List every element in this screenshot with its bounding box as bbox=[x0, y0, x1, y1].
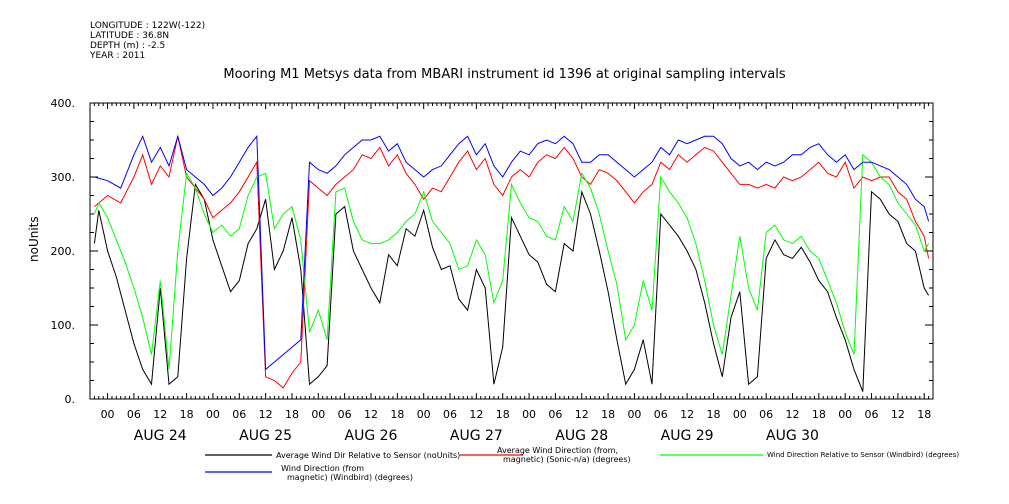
x-tick-label: 06 bbox=[338, 408, 352, 421]
day-label: AUG 28 bbox=[555, 428, 608, 444]
y-tick-label: 200. bbox=[51, 245, 76, 258]
x-tick-label: 18 bbox=[917, 408, 931, 421]
y-tick-label: 100. bbox=[51, 319, 76, 332]
station-metadata: LONGITUDE : 122W(-122) LATITUDE : 36.8N … bbox=[90, 21, 205, 61]
metadata-longitude: LONGITUDE : 122W(-122) bbox=[90, 21, 206, 31]
legend-label-1: Average Wind Dir Relative to Sensor (noU… bbox=[276, 451, 460, 460]
x-tick-label: 18 bbox=[180, 408, 194, 421]
x-tick-label: 06 bbox=[654, 408, 668, 421]
series-lines bbox=[93, 134, 930, 392]
y-tick-label: 400. bbox=[51, 97, 76, 110]
x-tick-label: 12 bbox=[259, 408, 273, 421]
day-label: AUG 30 bbox=[766, 428, 819, 444]
x-tick-label: 12 bbox=[575, 408, 589, 421]
legend-label-3: Wind Direction Relative to Sensor (Windb… bbox=[767, 451, 959, 459]
day-label: AUG 24 bbox=[134, 428, 187, 444]
axis-labels: 0. 100. 200. 300. 400. 00 06 12 18 00 06 12 18 00 06 12… bbox=[51, 97, 932, 444]
chart-title: Mooring M1 Metsys data from MBARI instru… bbox=[223, 67, 786, 82]
x-tick-label: 06 bbox=[443, 408, 457, 421]
x-tick-label: 18 bbox=[285, 408, 299, 421]
x-tick-label: 00 bbox=[838, 408, 852, 421]
day-label: AUG 27 bbox=[450, 428, 503, 444]
x-tick-label: 06 bbox=[127, 408, 141, 421]
x-tick-label: 06 bbox=[548, 408, 562, 421]
series-line-1 bbox=[93, 182, 930, 392]
legend-label-4: Wind Direction (from magnetic) (Windbird)… bbox=[281, 464, 413, 482]
x-tick-label: 06 bbox=[232, 408, 246, 421]
x-tick-label: 00 bbox=[417, 408, 431, 421]
x-tick-label: 18 bbox=[706, 408, 720, 421]
legend: Average Wind Dir Relative to Sensor (noU… bbox=[205, 446, 959, 482]
x-tick-label: 18 bbox=[390, 408, 404, 421]
plot-frame bbox=[89, 102, 934, 400]
day-label: AUG 29 bbox=[661, 428, 714, 444]
x-tick-label: 00 bbox=[627, 408, 641, 421]
x-tick-label: 00 bbox=[522, 408, 536, 421]
x-tick-label: 12 bbox=[469, 408, 483, 421]
x-tick-label: 00 bbox=[101, 408, 115, 421]
x-tick-label: 06 bbox=[865, 408, 879, 421]
series-line-2 bbox=[94, 136, 930, 389]
x-tick-label: 18 bbox=[812, 408, 826, 421]
metadata-latitude: LATITUDE : 36.8N bbox=[90, 31, 170, 41]
x-tick-label: 00 bbox=[206, 408, 220, 421]
series-line-4 bbox=[94, 134, 930, 371]
x-tick-label: 12 bbox=[891, 408, 905, 421]
x-tick-label: 12 bbox=[364, 408, 378, 421]
x-tick-label: 12 bbox=[680, 408, 694, 421]
x-tick-label: 18 bbox=[496, 408, 510, 421]
series-line-3 bbox=[93, 153, 930, 370]
x-tick-label: 12 bbox=[786, 408, 800, 421]
y-tick-label: 300. bbox=[51, 171, 76, 184]
metadata-depth: DEPTH (m) : -2.5 bbox=[90, 41, 166, 51]
x-tick-label: 00 bbox=[311, 408, 325, 421]
day-label: AUG 26 bbox=[345, 428, 398, 444]
x-tick-label: 12 bbox=[153, 408, 167, 421]
x-tick-label: 00 bbox=[733, 408, 747, 421]
day-label: AUG 25 bbox=[239, 428, 292, 444]
metadata-year: YEAR : 2011 bbox=[90, 51, 146, 61]
y-tick-label: 0. bbox=[65, 393, 76, 406]
legend-label-2: Average Wind Direction (from, magnetic) (… bbox=[497, 446, 631, 464]
x-tick-label: 06 bbox=[759, 408, 773, 421]
x-tick-label: 18 bbox=[601, 408, 615, 421]
